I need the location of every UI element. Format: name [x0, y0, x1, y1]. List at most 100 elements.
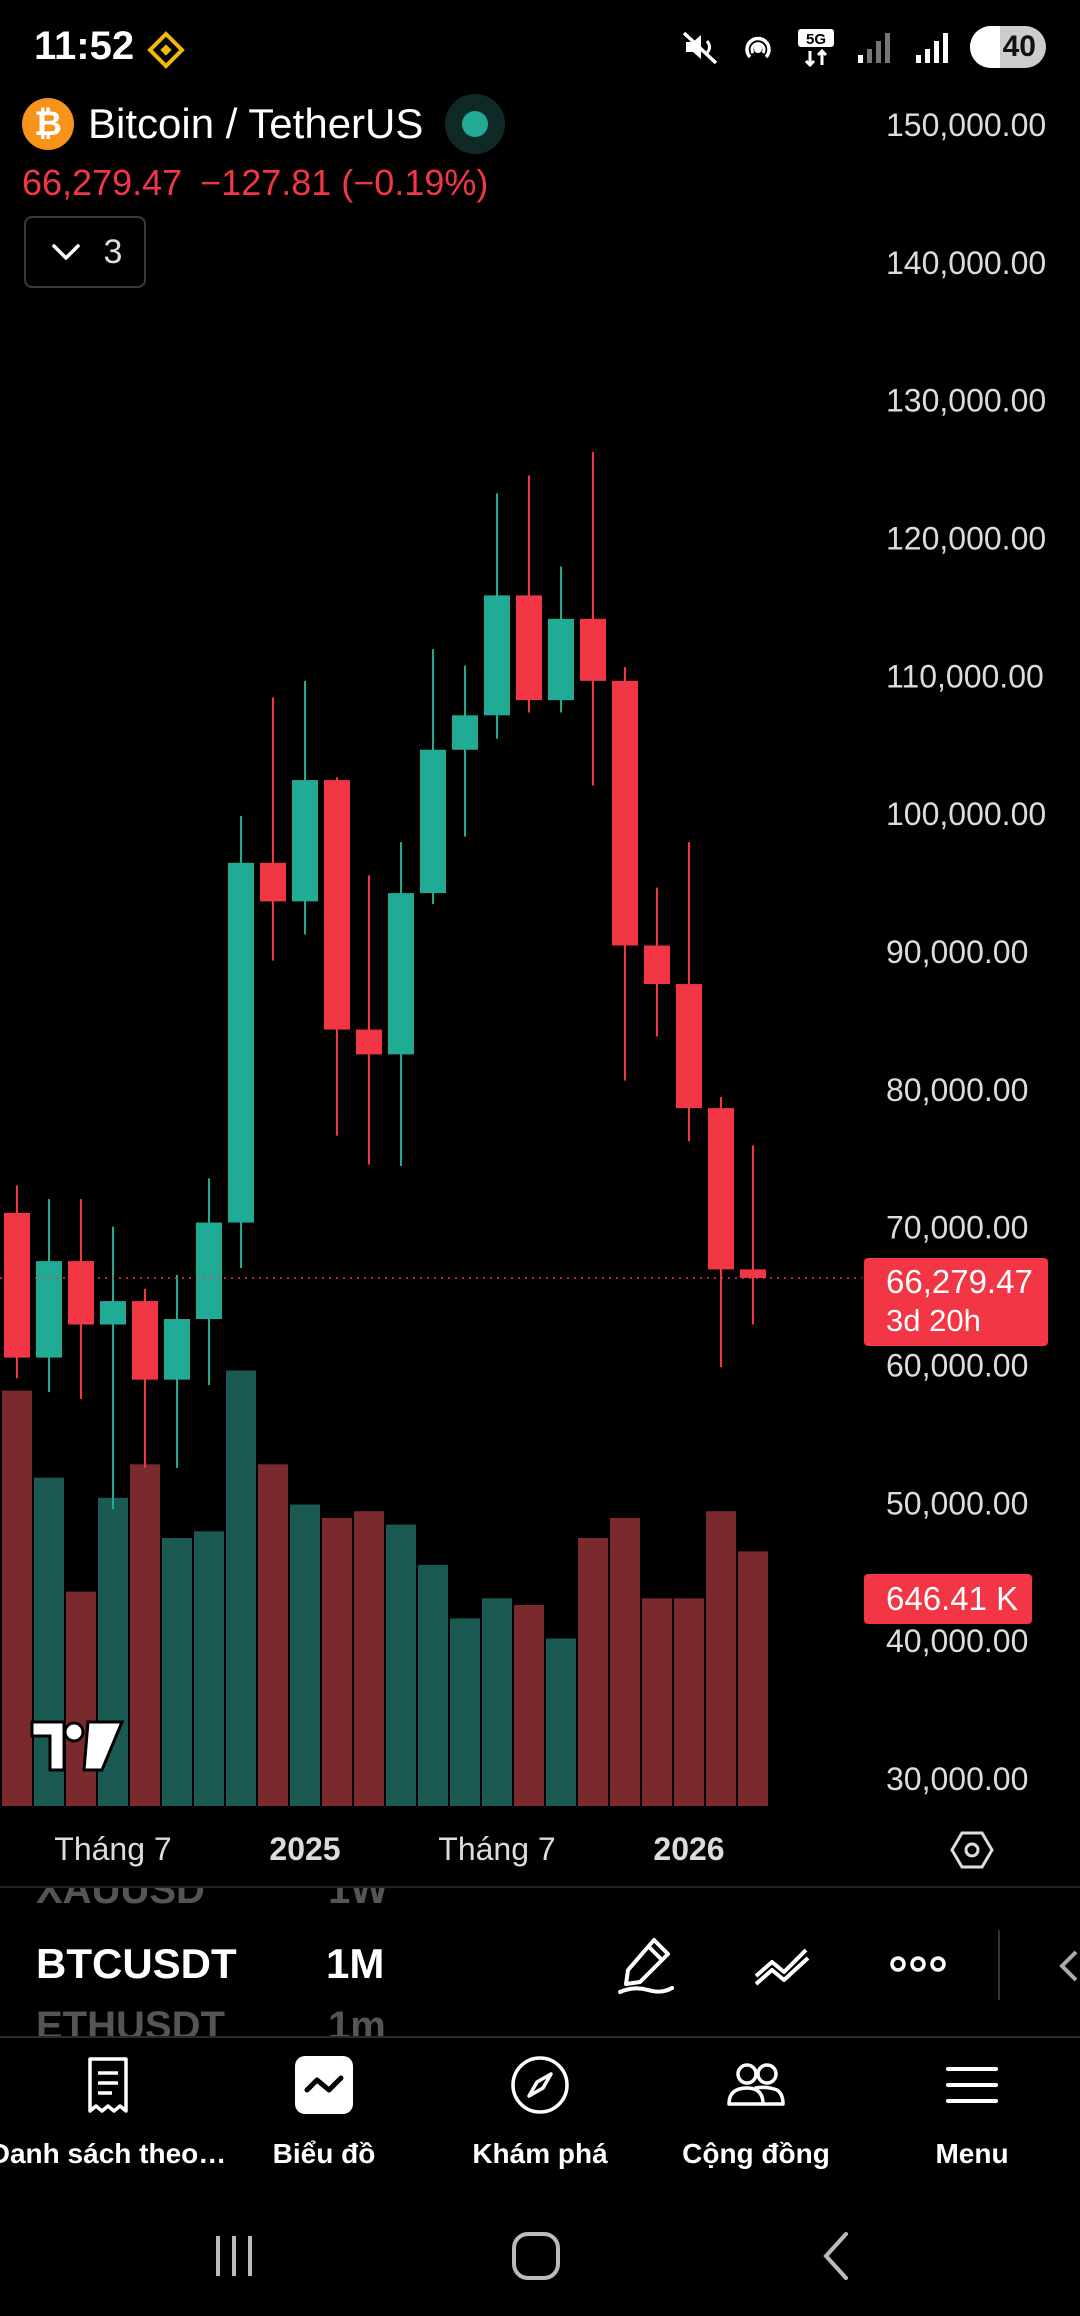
tradingview-logo[interactable] [28, 1716, 126, 1776]
volume-bar [578, 1538, 608, 1806]
market-open-indicator [462, 111, 489, 137]
hotspot-icon [745, 36, 771, 59]
community-icon [727, 2063, 785, 2106]
market-status[interactable] [445, 94, 506, 154]
candle-body [36, 1261, 62, 1358]
pencil-icon[interactable] [614, 1932, 678, 1996]
price-axis-label: 150,000.00 [886, 107, 1046, 143]
time-axis-label: Tháng 7 [54, 1831, 171, 1867]
watchlist-icon [88, 2057, 128, 2113]
status-time: 11:52 [34, 24, 135, 68]
symbol-title[interactable]: Bitcoin / TetherUS [88, 100, 424, 147]
volume-bar [642, 1598, 672, 1806]
volume-bar [514, 1605, 544, 1806]
volume-bar [482, 1598, 512, 1806]
price-axis-label: 120,000.00 [886, 521, 1046, 557]
nav-community[interactable]: Cộng đồng [648, 2038, 864, 2186]
candle-body [548, 618, 574, 701]
nav-menu-label: Menu [935, 2138, 1009, 2169]
volume-bar [386, 1524, 416, 1806]
last-price: 66,279.47 [22, 162, 183, 203]
candle-body [388, 893, 414, 1055]
nav-watchlist[interactable]: Danh sách theo… [0, 2038, 226, 2186]
signal-icon [858, 33, 890, 63]
battery-icon: 40 [970, 26, 1046, 68]
chevron-down-icon [51, 244, 80, 260]
price-axis-label: 60,000.00 [886, 1348, 1028, 1384]
nav-menu[interactable]: Menu [864, 2038, 1080, 2186]
candle-body [100, 1301, 126, 1325]
price-axis-label: 140,000.00 [886, 245, 1046, 281]
prev-interval[interactable]: 1W [328, 1886, 388, 1912]
prev-symbol[interactable]: XAUUSD [36, 1886, 205, 1912]
back-icon[interactable] [808, 2226, 868, 2286]
candle-body [740, 1269, 766, 1278]
price-axis-label: 90,000.00 [886, 934, 1028, 970]
candle-body [452, 715, 478, 750]
settings-hexagon-icon[interactable] [950, 1828, 994, 1872]
volume-bar [258, 1464, 288, 1806]
symbol-selector[interactable]: BTCUSDT [36, 1940, 237, 1987]
volume-bar [130, 1464, 160, 1806]
volume-bar [290, 1504, 320, 1806]
candle-body [228, 862, 254, 1223]
current-price-label: 66,279.47 3d 20h [864, 1258, 1048, 1346]
more-dots-icon[interactable] [886, 1932, 950, 1996]
price-axis-label: 50,000.00 [886, 1485, 1028, 1521]
volume-bar [354, 1511, 384, 1806]
binance-icon [147, 31, 185, 69]
nav-explore-label: Khám phá [472, 2138, 608, 2169]
time-axis-label: Tháng 7 [438, 1831, 555, 1867]
bottom-navigation: Danh sách theo… Biểu đồ Khám phá [0, 2036, 1080, 2184]
indicators-count: 3 [103, 232, 123, 271]
5g-icon: 5G [798, 29, 834, 67]
candle-body [292, 780, 318, 902]
system-navigation [0, 2184, 1080, 2316]
volume-label: 646.41 K [864, 1574, 1032, 1624]
status-icons: 5G 40 [680, 24, 1046, 70]
next-interval[interactable]: 1m [328, 2004, 386, 2036]
symbol-strip[interactable]: XAUUSD 1W BTCUSDT 1M ETHUSDT 1m [0, 1886, 1080, 2036]
volume-bar [450, 1618, 480, 1806]
home-icon[interactable] [506, 2226, 566, 2286]
time-axis-label: 2025 [269, 1831, 340, 1867]
candle-body [644, 945, 670, 985]
candle-body [4, 1212, 30, 1358]
candle-body [356, 1029, 382, 1055]
battery-level: 40 [1002, 30, 1036, 63]
price-axis-label: 70,000.00 [886, 1210, 1028, 1246]
compass-icon [511, 2056, 569, 2114]
nav-community-label: Cộng đồng [682, 2138, 830, 2169]
price-axis-label: 80,000.00 [886, 1072, 1028, 1108]
current-price-value: 66,279.47 [886, 1263, 1033, 1300]
candle-body [132, 1301, 158, 1380]
volume-bar [418, 1564, 448, 1806]
interval-selector[interactable]: 1M [326, 1940, 385, 1987]
indicators-toggle-button[interactable]: 3 [24, 216, 146, 288]
chevron-left-icon[interactable] [1054, 1946, 1080, 1986]
svg-text:5G: 5G [806, 31, 826, 48]
volume-bar [194, 1531, 224, 1806]
candle-body [580, 618, 606, 681]
recents-icon[interactable] [204, 2226, 264, 2286]
symbol-header[interactable]: ₿ Bitcoin / TetherUS [22, 94, 506, 154]
menu-icon [946, 2067, 998, 2103]
candle-body [612, 680, 638, 946]
price-axis-label: 30,000.00 [886, 1761, 1028, 1797]
trend-line-icon[interactable] [750, 1932, 814, 1996]
chart-icon [295, 2056, 353, 2114]
volume-bar [162, 1538, 192, 1806]
volume-bar [322, 1517, 352, 1806]
price-axis-label: 40,000.00 [886, 1623, 1028, 1659]
candle-body [484, 595, 510, 716]
price-change: −127.81 (−0.19%) [200, 162, 489, 203]
nav-watchlist-label: Danh sách theo… [0, 2138, 227, 2169]
nav-chart[interactable]: Biểu đồ [216, 2038, 432, 2186]
volume-bar [226, 1370, 256, 1806]
next-symbol[interactable]: ETHUSDT [36, 2004, 225, 2036]
price-line: 66,279.47 −127.81 (−0.19%) [22, 162, 488, 204]
candle-body [164, 1319, 190, 1380]
candle-body [420, 749, 446, 894]
price-axis-label: 100,000.00 [886, 796, 1046, 832]
nav-explore[interactable]: Khám phá [432, 2038, 648, 2186]
